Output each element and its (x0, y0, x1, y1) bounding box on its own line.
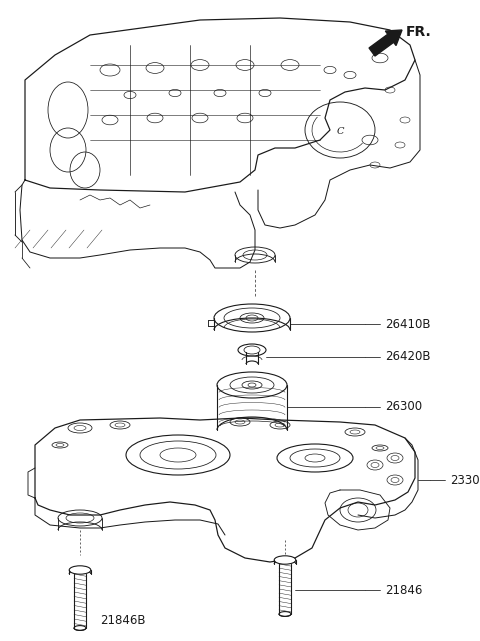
Text: 26420B: 26420B (385, 351, 431, 363)
Text: 26410B: 26410B (385, 319, 431, 331)
Text: 21846B: 21846B (100, 613, 145, 626)
Text: 26300: 26300 (385, 401, 422, 413)
Text: 21846: 21846 (385, 583, 422, 597)
Text: C: C (336, 128, 344, 137)
FancyArrow shape (369, 30, 402, 56)
Text: 23300: 23300 (450, 474, 480, 487)
Ellipse shape (69, 566, 91, 574)
Ellipse shape (274, 556, 296, 564)
Text: FR.: FR. (406, 25, 432, 39)
